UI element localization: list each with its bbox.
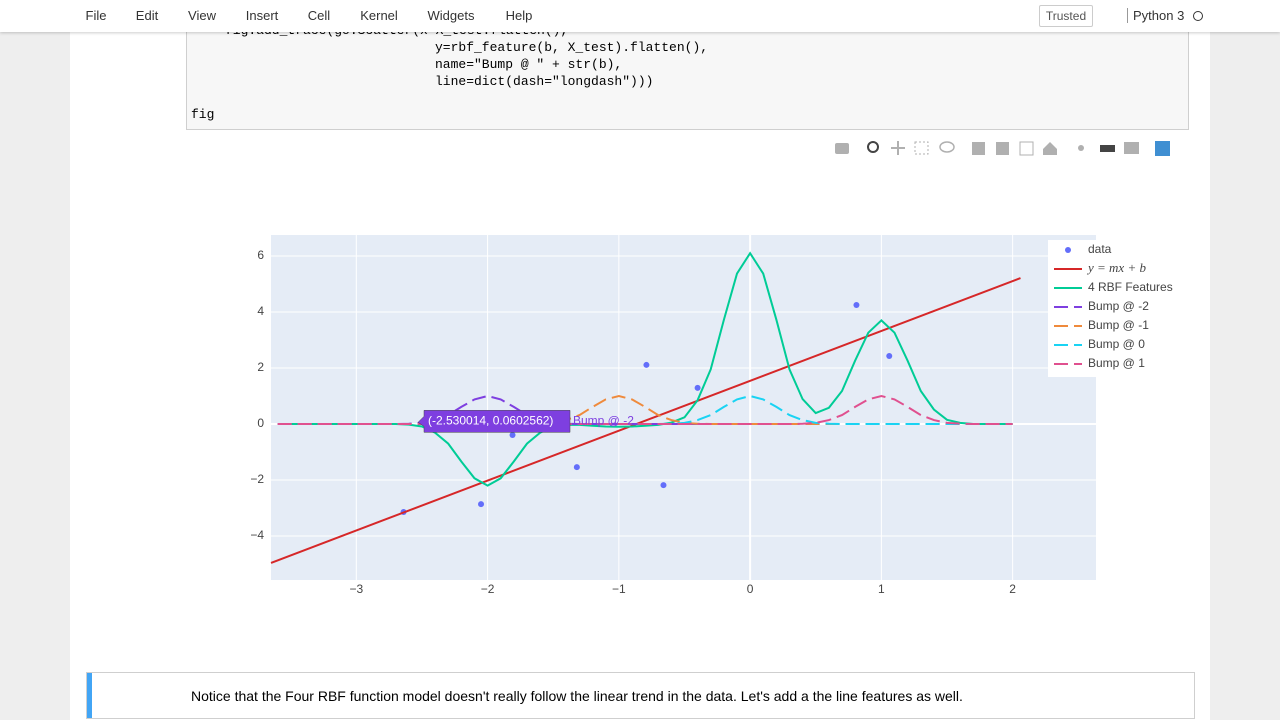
zoom-in-icon[interactable] <box>972 142 985 155</box>
plotly-logo[interactable] <box>1155 141 1170 156</box>
y-tick-label: −4 <box>250 528 264 542</box>
menu-item[interactable]: Help <box>505 8 533 23</box>
code-cell[interactable]: fig.add_trace(go.Scatter(x=X_test.flatte… <box>186 20 1189 130</box>
markdown-cell[interactable]: Notice that the Four RBF function model … <box>86 672 1195 719</box>
hover-series-name: Bump @ -2 <box>573 414 634 428</box>
series-line <box>277 394 1013 425</box>
y-tick-label: 2 <box>257 360 264 374</box>
y-tick-label: −2 <box>250 472 264 486</box>
data-point <box>886 352 893 359</box>
x-tick-label: −3 <box>349 582 363 596</box>
y-tick-label: 0 <box>257 416 264 430</box>
x-tick-label: −1 <box>612 582 626 596</box>
legend-background <box>1048 240 1160 377</box>
x-tick-label: −2 <box>481 582 495 596</box>
series-line <box>270 277 1021 564</box>
legend-marker <box>1065 247 1071 253</box>
legend-label: Bump @ 1 <box>1088 356 1145 370</box>
data-point <box>660 482 667 489</box>
lasso-icon[interactable] <box>939 141 955 153</box>
trusted-button[interactable]: Trusted <box>1039 5 1093 27</box>
data-point <box>573 464 580 471</box>
data-point <box>853 302 860 309</box>
cell-selection-bar <box>87 673 92 718</box>
menu-item[interactable]: Cell <box>307 8 331 23</box>
y-tick-label: 6 <box>257 248 264 262</box>
data-point <box>509 431 516 438</box>
code-line: y=rbf_feature(b, X_test).flatten(), <box>435 40 709 55</box>
hover-closest-icon[interactable] <box>1100 145 1115 152</box>
plot-background <box>271 235 1096 580</box>
menu-item[interactable]: File <box>85 8 107 23</box>
x-tick-label: 2 <box>1009 582 1016 596</box>
menu-item[interactable]: Kernel <box>360 8 398 23</box>
modebar <box>835 141 1170 156</box>
code-line: line=dict(dash="longdash"))) <box>435 74 654 89</box>
select-icon[interactable] <box>914 141 929 155</box>
data-point <box>478 501 485 508</box>
code-line: name="Bump @ " + str(b), <box>435 57 623 72</box>
hover-tooltip: (-2.530014, 0.0602562) Bump @ -2 <box>417 410 634 433</box>
menu-item[interactable]: Edit <box>135 8 159 23</box>
kernel-indicator <box>1193 11 1203 21</box>
legend-label: Bump @ -2 <box>1088 299 1149 313</box>
menu-item[interactable]: Insert <box>245 8 279 23</box>
x-tick-label: 0 <box>747 582 754 596</box>
autoscale-icon[interactable] <box>1019 141 1034 156</box>
code-line: fig <box>191 107 215 122</box>
legend-label: y = mx + b <box>1086 260 1146 275</box>
hover-compare-icon[interactable] <box>1124 142 1139 154</box>
legend: data y = mx + b 4 RBF Features Bump @ -2 Bum… <box>1048 240 1173 377</box>
menu-item[interactable]: Widgets <box>427 8 475 23</box>
pan-icon[interactable] <box>891 141 905 155</box>
zoom-out-icon[interactable] <box>996 142 1009 155</box>
reset-icon[interactable] <box>1043 142 1057 155</box>
legend-label: Bump @ -1 <box>1088 318 1149 332</box>
legend-label: data <box>1088 242 1112 256</box>
legend-label: 4 RBF Features <box>1088 280 1173 294</box>
data-point <box>694 384 701 391</box>
zoom-icon[interactable] <box>867 141 879 153</box>
spike-icon[interactable] <box>1078 145 1084 151</box>
hover-value: (-2.530014, 0.0602562) <box>428 414 553 428</box>
legend-label: Bump @ 0 <box>1088 337 1145 351</box>
markdown-text: Notice that the Four RBF function model … <box>191 688 963 704</box>
x-tick-label: 1 <box>878 582 885 596</box>
y-tick-label: 4 <box>257 304 264 318</box>
camera-icon[interactable] <box>835 143 849 154</box>
hover-box <box>417 410 571 433</box>
data-point <box>643 361 650 368</box>
menu-bar: File Edit View Insert Cell Kernel Widget… <box>0 0 1280 32</box>
kernel-name: Python 3 <box>1127 8 1184 23</box>
menu-item[interactable]: View <box>188 8 216 23</box>
